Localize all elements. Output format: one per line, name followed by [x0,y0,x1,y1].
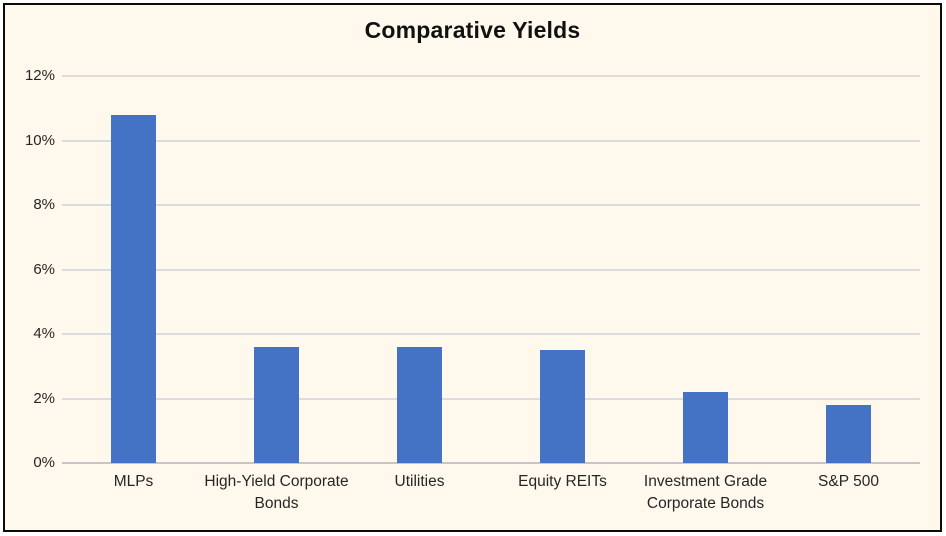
chart-title: Comparative Yields [364,17,581,43]
bar-investment-grade-corporate-bonds [683,392,728,463]
y-tick-label: 2% [33,389,55,407]
gridline [62,204,920,206]
y-tick-label: 8% [33,196,55,213]
gridline [62,397,920,400]
bar-mlps [111,114,156,463]
y-tick-label: 6% [33,260,55,278]
x-label-s-p-500: S&P 500 [818,473,879,490]
bar-utilities [397,346,442,463]
y-tick-label: 12% [24,67,55,84]
x-label-high-yield-corporate-bonds: High-Yield Corporate Bonds [204,473,349,512]
x-label-investment-grade-corporate-bonds: Investment Grade Corporate Bonds [643,473,768,512]
y-tick-label: 0% [33,454,55,471]
bar-equity-reits [540,350,585,463]
x-label-equity-reits: Equity REITs [518,473,607,490]
plot-area [62,75,920,464]
bar-s-p-500 [826,404,871,463]
chart-frame: Comparative Yields 0% 2% 4% 6% 8% 10% 12% MLPs… [3,3,942,532]
gridline [62,268,920,271]
x-label-mlps: MLPs [113,473,154,490]
gridline [62,333,920,335]
y-tick-label: 10% [24,131,55,149]
y-tick-label: 4% [33,325,55,342]
x-axis-line [62,462,920,464]
bar-high-yield-corporate-bonds [254,346,299,463]
gridline [62,75,920,77]
gridline [62,139,920,142]
x-label-utilities: Utilities [394,473,445,490]
